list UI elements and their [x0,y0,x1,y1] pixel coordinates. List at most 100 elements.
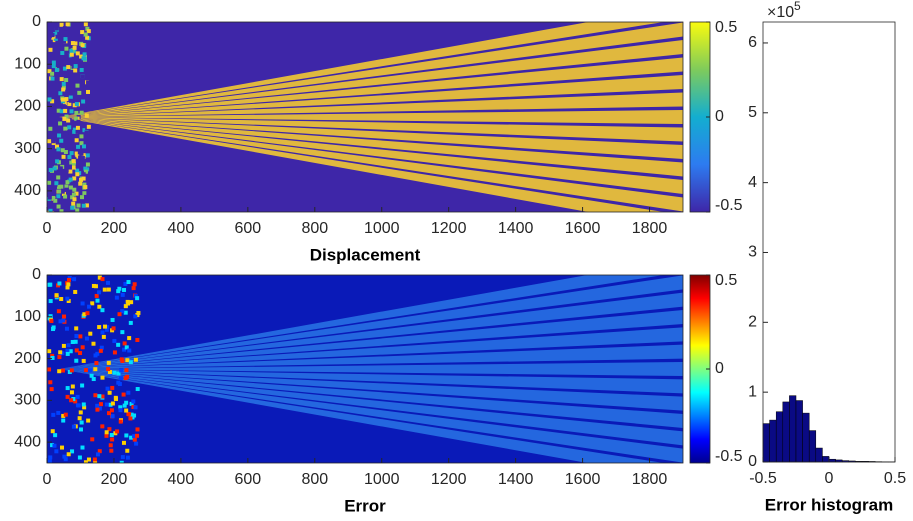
image-noise [47,459,52,463]
image-noise [91,341,96,346]
image-noise [78,181,83,186]
image-noise [51,64,56,69]
image-noise [90,301,95,306]
image-noise [61,154,66,159]
image-noise [133,405,138,410]
image-noise [63,37,68,42]
image-noise [114,295,119,300]
image-noise [74,358,79,363]
image-noise [64,97,69,102]
image-band [59,22,664,117]
image-noise [110,317,115,322]
image-noise [80,43,85,48]
x-tick-label: 200 [101,220,128,237]
image-noise [66,452,71,457]
image-noise [82,405,87,410]
colorbar-tick-label: 0.5 [715,272,737,289]
image-noise [119,368,124,373]
image-noise [80,345,85,350]
image-noise [72,176,77,181]
image-noise [57,369,62,374]
image-noise [59,209,64,212]
image-band [59,117,683,159]
image-noise [120,292,125,297]
image-noise [56,147,61,152]
image-noise [92,457,97,462]
image-noise [61,343,66,348]
image-noise [89,373,94,378]
x-tick-label: 1800 [632,471,668,488]
image-noise [72,127,77,132]
image-noise [80,74,85,79]
image-noise [106,360,111,365]
image-noise [85,35,90,40]
image-noise [59,77,64,82]
image-noise [63,150,68,155]
image-noise [84,336,89,341]
image-noise [73,68,78,73]
axes-box [46,21,684,213]
y-tick-label: 400 [14,433,41,450]
image-noise [105,280,110,285]
image-noise [80,301,85,306]
image-noise [77,150,82,155]
x-tick-label: 0 [825,470,834,487]
image-noise [132,282,137,287]
image-noise [113,395,118,400]
image-noise [110,437,115,442]
y-tick-label: 0 [32,266,41,283]
image-noise [104,402,109,407]
image-noise [80,30,85,35]
image-noise [110,401,115,406]
image-noise [53,198,58,203]
image-noise [97,275,102,280]
image-noise [120,309,125,314]
image-noise [69,109,74,114]
image-noise [127,412,132,417]
image-noise [55,61,60,66]
image-noise [73,64,78,69]
image-noise [70,41,75,46]
image-noise [63,194,68,199]
x-tick-label: 200 [101,471,128,488]
image-band [59,22,683,117]
colorbar-tick-label: 0 [715,108,724,125]
image-noise [57,189,62,194]
image-noise [62,314,67,319]
image-noise [86,80,91,85]
bar [822,456,830,463]
image-noise [82,191,87,196]
image-band [59,117,683,142]
image-noise [135,387,140,392]
image-band [59,110,683,124]
colorbar-tick-label: 0.5 [715,19,737,36]
x-tick-label: 800 [301,471,328,488]
image-noise [81,172,86,177]
image-noise [52,166,57,171]
image-noise [47,349,52,354]
image-noise [97,304,102,309]
image-noise [54,26,59,31]
image-noise [106,411,111,416]
x-axis-label: Displacement [310,245,421,264]
image-noise [82,149,87,154]
image-noise [77,416,82,421]
image-noise [49,73,54,78]
image-noise [79,45,84,50]
image-noise [82,52,87,57]
image-noise [111,326,116,331]
image-noise [63,126,68,131]
image-noise [100,277,105,282]
image-noise [102,287,107,292]
image-noise [66,277,71,282]
image-noise [109,408,114,413]
image-noise [104,430,109,435]
bar [802,412,810,463]
image-noise [58,166,63,171]
x-tick-label: 1400 [498,220,534,237]
image-noise [72,103,77,108]
image-noise [85,311,90,316]
image-noise [79,177,84,182]
image-noise [82,312,87,317]
image-noise [72,98,77,103]
